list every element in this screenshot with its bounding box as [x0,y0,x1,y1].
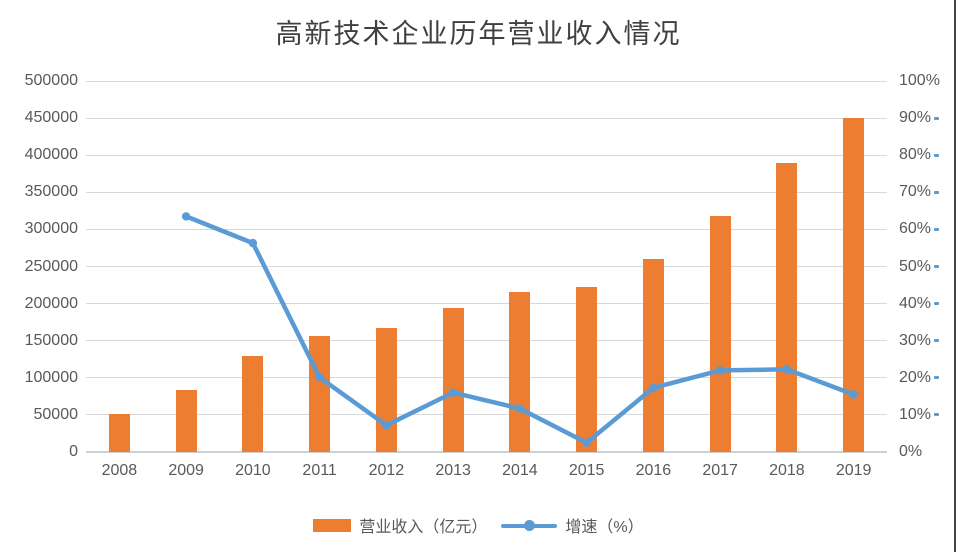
chart-title: 高新技术企业历年营业收入情况 [275,19,682,50]
growth-line-marker [649,383,658,392]
y-axis-right-tick-label: 0% [899,443,923,460]
revenue-bar-2017 [709,216,731,452]
growth-line-marker [715,366,725,375]
x-axis-tick-label: 2017 [702,462,738,479]
secondary-axis-tick-dot [934,227,939,231]
secondary-axis-tick-dot [934,339,939,343]
y-axis-left-tick-label: 450000 [24,109,78,127]
x-axis-tick-label: 2009 [168,462,204,479]
growth-line-marker [515,404,525,413]
revenue-bar-2019 [843,118,865,452]
gridline [86,340,887,342]
x-axis-tick-label: 2018 [769,462,805,479]
x-axis-tick-label: 2012 [368,462,405,479]
revenue-bar-2018 [776,162,798,452]
legend-line-label: 增速（%） [565,519,644,536]
gridline [86,154,887,156]
x-axis-tick-label: 2019 [835,462,872,479]
gridline [86,303,887,305]
y-axis-left-tick-label: 200000 [24,294,78,312]
revenue-bar-2010 [242,355,264,452]
gridline [86,266,887,267]
y-axis-right-tick-label: 70% [899,183,932,201]
revenue-bar-2008 [108,414,130,452]
legend-item-growth: 增速（%） [501,513,644,537]
x-axis-tick-label: 2014 [502,462,538,479]
growth-line-marker [849,390,858,399]
gridline [86,377,887,379]
legend: 营业收入（亿元） 增速（%） [0,510,957,540]
y-axis-left-tick-label: 500000 [24,72,78,89]
x-axis-line [86,451,887,453]
y-axis-left-tick-label: 400000 [24,146,78,164]
growth-line-marker [315,373,324,382]
revenue-bar-2015 [576,287,598,452]
x-axis-tick-label: 2013 [435,462,471,479]
secondary-axis-tick-dot [934,413,939,417]
y-axis-right-tick-label: 20% [899,368,932,386]
y-axis-right-tick-label: 30% [899,331,932,349]
growth-line-marker [448,388,458,397]
growth-line-marker [181,212,191,221]
x-axis-tick-label: 2008 [101,462,138,479]
secondary-axis-tick-dot [934,302,939,306]
y-axis-left-tick-label: 50000 [33,405,79,423]
y-axis-right-tick-label: 90% [899,109,932,127]
y-axis-right-tick-label: 60% [899,220,932,238]
y-axis-right-tick-label: 10% [899,405,932,423]
y-axis-left-tick-label: 150000 [24,331,78,349]
y-axis-right-tick-label: 40% [899,294,932,312]
legend-line-marker-dot [524,519,536,531]
x-axis-tick-label: 2015 [568,462,605,479]
secondary-axis-tick-dot [934,265,939,268]
secondary-axis-tick-dot [934,116,939,120]
revenue-bar-2009 [175,390,197,452]
growth-line-marker [248,238,258,248]
y-axis-left-tick-label: 300000 [24,220,78,238]
legend-item-revenue: 营业收入（亿元） [313,513,487,537]
gridline [86,228,887,230]
gridline [86,414,887,416]
growth-line-marker [782,365,792,374]
growth-line-marker [582,438,591,447]
y-axis-left-tick-label: 100000 [24,368,78,386]
gridline [86,191,887,193]
right-window-border [954,0,956,552]
x-axis-tick-label: 2011 [302,462,337,479]
y-axis-left-tick-label: 250000 [24,257,78,275]
y-axis-right-tick-label: 80% [899,146,932,164]
revenue-bar-2013 [442,308,464,452]
legend-bar-label: 营业收入（亿元） [359,519,488,536]
x-axis-tick-label: 2016 [635,462,672,479]
y-axis-left-tick-label: 0 [69,443,78,460]
x-axis-tick-label: 2010 [235,462,271,479]
gridline [86,80,887,82]
y-axis-right-tick-label: 50% [899,257,932,275]
growth-line-marker [382,421,391,430]
revenue-bar-2016 [642,259,664,452]
secondary-axis-tick-dot [934,376,939,380]
y-axis-left-tick-label: 350000 [24,183,78,201]
secondary-axis-tick-dot [934,153,939,157]
legend-line-swatch [501,519,558,532]
gridline [86,117,887,119]
secondary-axis-tick-dot [934,190,939,194]
legend-bar-swatch [313,518,352,532]
y-axis-right-tick-label: 100% [899,72,940,89]
